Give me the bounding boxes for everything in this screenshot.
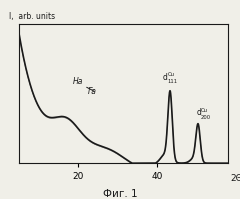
- Text: Фиг. 1: Фиг. 1: [103, 189, 137, 199]
- Text: d: d: [197, 108, 201, 117]
- Text: Cu: Cu: [168, 72, 175, 77]
- Text: 200: 200: [200, 115, 210, 120]
- Text: Cu: Cu: [201, 108, 208, 113]
- Text: d: d: [163, 73, 168, 82]
- Text: Га: Га: [88, 87, 96, 96]
- Text: Hа: Hа: [73, 77, 84, 86]
- Text: 111: 111: [167, 79, 177, 84]
- Text: I,  arb. units: I, arb. units: [9, 12, 55, 21]
- Text: 2Θ: 2Θ: [230, 174, 240, 183]
